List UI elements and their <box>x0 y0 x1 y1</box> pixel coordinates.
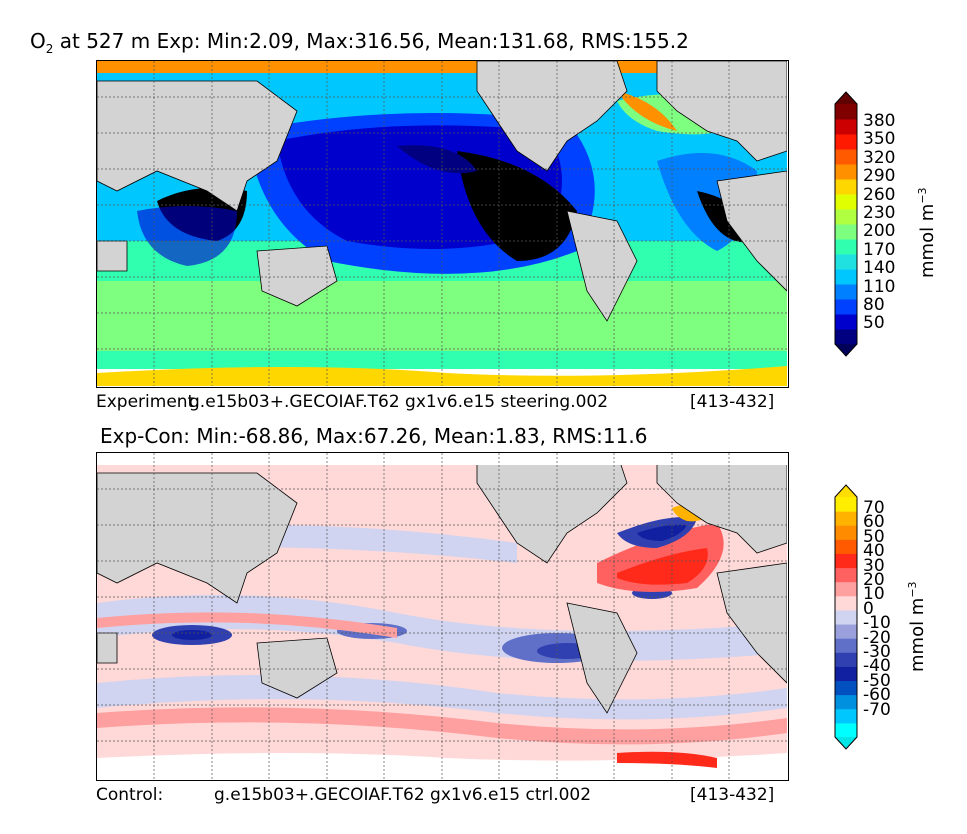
colorbar-tick-label: 380 <box>863 111 896 131</box>
colorbar-band <box>835 134 857 150</box>
colorbar-band <box>835 329 857 345</box>
colorbar-tick-label: -60 <box>863 685 891 706</box>
colorbar-tick-label: 200 <box>863 221 896 242</box>
colorbar-tick-label: 70 <box>863 498 885 518</box>
colorbar-extend-max <box>835 92 857 104</box>
panel1-colorbar <box>834 91 858 357</box>
colorbar-tick-label: -70 <box>863 699 891 720</box>
colorbar-band <box>835 269 857 285</box>
colorbar-tick-label: 110 <box>863 276 896 297</box>
colorbar-band <box>835 539 857 554</box>
colorbar-tick-label: -40 <box>863 656 891 677</box>
colorbar-tick-label: 140 <box>863 258 896 279</box>
colorbar-band <box>835 624 857 639</box>
colorbar-tick-label: 350 <box>863 129 896 150</box>
colorbar-band <box>835 680 857 696</box>
colorbar-tick-label: 60 <box>863 512 885 533</box>
colorbar-tick-label: 170 <box>863 239 896 260</box>
colorbar-tick-label: 50 <box>863 313 885 334</box>
panel1-title: O2 at 527 m Exp: Min:2.09, Max:316.56, M… <box>30 29 689 56</box>
colorbar-band <box>835 119 857 135</box>
colorbar-tick-label: -50 <box>863 670 891 691</box>
colorbar-band <box>835 609 857 625</box>
colorbar-band <box>835 595 857 611</box>
colorbar-tick-label: -30 <box>863 642 891 662</box>
colorbar-band <box>835 314 857 330</box>
colorbar-tick-label: 260 <box>863 184 896 205</box>
panel2-unit-text: mmol m <box>907 597 928 672</box>
colorbar-band <box>835 525 857 540</box>
colorbar-tick-label: 80 <box>863 295 885 315</box>
colorbar-band <box>835 567 857 583</box>
colorbar-band <box>835 511 857 526</box>
colorbar-band <box>835 104 857 120</box>
colorbar-band <box>835 581 857 597</box>
panel1-caption-label: Experiment: <box>96 392 200 412</box>
colorbar-band <box>835 638 857 653</box>
panel2-caption-run: g.e15b03+.GECOIAF.T62 gx1v6.e15 ctrl.002 <box>214 785 592 805</box>
colorbar-band <box>835 666 857 682</box>
colorbar-band <box>835 284 857 300</box>
colorbar-band <box>835 708 857 724</box>
colorbar-extend-min <box>835 737 857 749</box>
panel2-map <box>96 452 789 781</box>
panel1-unit-exp: −3 <box>916 187 929 204</box>
colorbar-band <box>835 497 857 512</box>
panel1-caption-run: g.e15b03+.GECOIAF.T62 gx1v6.e15 steering… <box>189 392 609 412</box>
panel1-title-prefix: O <box>30 29 46 53</box>
colorbar-band <box>835 164 857 180</box>
panel2-unit-exp: −3 <box>906 581 919 598</box>
panel2-colorbar-unit: mmol m−3 <box>906 581 928 672</box>
colorbar-band <box>835 194 857 210</box>
panel1-unit-text: mmol m <box>917 203 938 278</box>
panel2-colorbar <box>834 484 858 750</box>
colorbar-band <box>835 209 857 225</box>
colorbar-extend-max <box>835 485 857 497</box>
colorbar-band <box>835 254 857 270</box>
colorbar-tick-label: 30 <box>863 555 885 576</box>
colorbar-tick-label: -10 <box>863 613 891 634</box>
colorbar-tick-label: 20 <box>863 570 885 590</box>
panel2-caption-label: Control: <box>96 785 164 805</box>
panel2-title-text: Exp-Con: Min:-68.86, Max:67.26, Mean:1.8… <box>100 424 648 448</box>
panel2-caption-years: [413-432] <box>690 785 775 805</box>
colorbar-tick-label: -20 <box>863 627 891 648</box>
colorbar-band <box>835 299 857 315</box>
colorbar-band <box>835 694 857 710</box>
colorbar-tick-label: 230 <box>863 203 896 223</box>
panel1-colorbar-unit: mmol m−3 <box>916 187 938 278</box>
colorbar-tick-label: 290 <box>863 166 896 187</box>
panel1-title-sub: 2 <box>45 42 54 56</box>
colorbar-extend-min <box>835 344 857 356</box>
colorbar-band <box>835 239 857 255</box>
colorbar-tick-label: 50 <box>863 526 885 547</box>
colorbar-tick-label: 40 <box>863 541 885 562</box>
colorbar-tick-label: 10 <box>863 584 885 605</box>
panel2-title: Exp-Con: Min:-68.86, Max:67.26, Mean:1.8… <box>100 424 647 448</box>
colorbar-band <box>835 179 857 195</box>
colorbar-tick-label: 320 <box>863 147 896 168</box>
colorbar-band <box>835 224 857 240</box>
panel1-map <box>96 60 789 388</box>
panel1-title-text: at 527 m Exp: Min:2.09, Max:316.56, Mean… <box>53 29 689 53</box>
colorbar-band <box>835 149 857 165</box>
colorbar-band <box>835 652 857 667</box>
colorbar-band <box>835 553 857 569</box>
colorbar-band <box>835 722 857 738</box>
panel1-caption-years: [413-432] <box>690 392 775 412</box>
colorbar-tick-label: 0 <box>863 598 874 619</box>
